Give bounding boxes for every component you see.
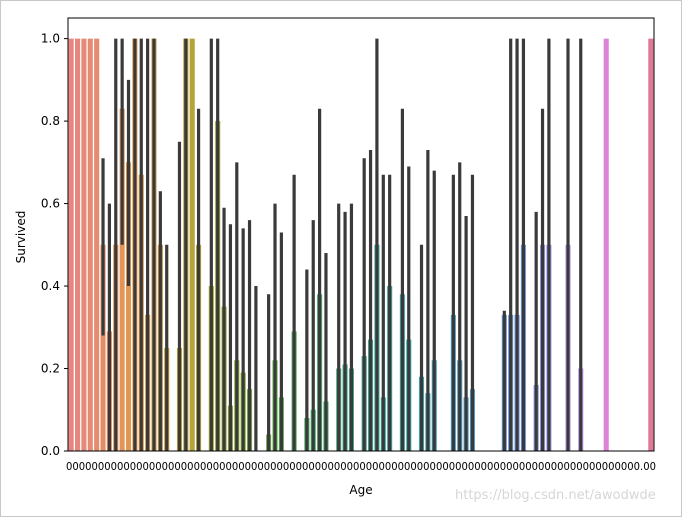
x-tick-labels: 0000000000000000000000000000000000000000… [66,460,656,473]
y-tick-label: 0.6 [41,197,60,211]
watermark: https://blog.csdn.net/awodwde [455,488,656,503]
bar [68,38,74,451]
bar [189,38,195,451]
bar [87,38,93,451]
plot-frame [67,17,655,452]
y-tick-label: 0.2 [41,362,60,376]
y-tick-label: 0.8 [41,114,60,128]
y-axis-label: Survived [14,211,28,264]
bar [119,108,125,451]
y-tick-label: 0.4 [41,279,60,293]
bar [81,38,87,451]
y-tick-label: 1.0 [41,32,60,46]
y-axis: 0.0 0.2 0.4 0.6 0.8 1.0 [41,32,68,458]
y-tick-label: 0.0 [41,444,60,458]
x-axis-label: Age [349,483,372,497]
bar [648,38,654,451]
bar [125,162,132,452]
bar [94,38,100,451]
bar [75,38,81,451]
bar [603,38,609,451]
bar [100,244,106,451]
bar-series [68,38,654,452]
